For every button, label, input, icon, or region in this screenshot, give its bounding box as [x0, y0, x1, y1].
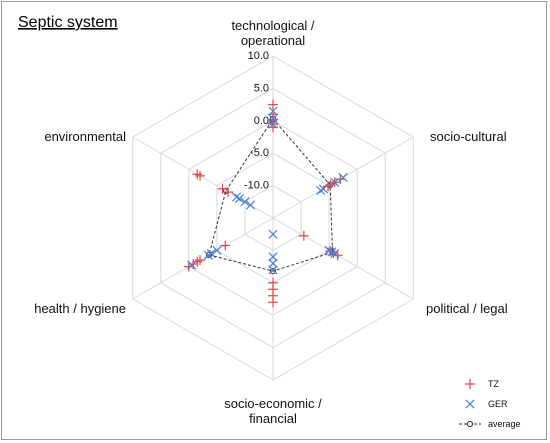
tick-labels: 10.0 5.0 0.0 -5.0 -10.0: [244, 50, 269, 192]
ger-point: [234, 193, 244, 204]
ger-point: [231, 192, 242, 202]
ger-point: [327, 247, 337, 257]
legend-label-TZ: TZ: [488, 379, 499, 389]
ger-point: [338, 172, 348, 183]
tz-point: [268, 99, 278, 110]
tick-label: 10.0: [248, 50, 269, 62]
tz-point: [298, 230, 309, 241]
axis-label-line: environmental: [44, 129, 126, 144]
tz-point: [192, 169, 203, 180]
ger-point: [330, 177, 340, 187]
axis-label-1: socio-cultural: [430, 129, 507, 144]
legend-ger-marker: [465, 399, 475, 409]
axis-label-line: financial: [249, 411, 297, 426]
axis-label-5: environmental: [44, 129, 126, 144]
ger-point: [268, 265, 278, 275]
tz-point: [195, 255, 206, 266]
tick-label: 5.0: [254, 82, 269, 94]
ger-point: [203, 250, 214, 260]
spoke-4: [132, 217, 274, 300]
legend-label-GER: GER: [488, 399, 508, 409]
ger-point: [268, 252, 278, 262]
tick-label: 0.0: [254, 115, 269, 127]
axis-label-line: health / hygiene: [34, 301, 126, 316]
tz-point: [223, 187, 234, 198]
ger-point: [206, 249, 216, 259]
ger-point: [324, 245, 334, 256]
tz-point: [195, 170, 206, 181]
grid: [132, 55, 414, 381]
tz-point: [183, 261, 194, 272]
axis-label-line: political / legal: [426, 301, 508, 316]
axis-label-3: socio-economic / financial: [224, 396, 322, 426]
tz-point: [220, 240, 231, 251]
chart-title: Septic system: [18, 14, 118, 31]
axis-label-line: socio-economic /: [224, 396, 322, 411]
axis-label-0: technological / operational: [231, 18, 314, 48]
ger-point: [330, 249, 340, 259]
ger-point: [316, 185, 326, 196]
axis-label-line: technological /: [231, 18, 314, 33]
legend: TZ GER average: [459, 379, 521, 429]
axis-label-2: political / legal: [426, 301, 508, 316]
average-point: [269, 268, 277, 275]
axis-label-line: socio-cultural: [430, 129, 507, 144]
spoke-2: [272, 217, 414, 300]
ger-point: [212, 245, 222, 256]
axis-label-4: health / hygiene: [34, 301, 126, 316]
ger-point: [268, 106, 278, 116]
tz-point: [335, 174, 346, 185]
ger-point: [240, 197, 250, 207]
legend-average-marker: [466, 420, 474, 428]
axis-labels: technological / operational socio-cultural…: [34, 18, 508, 426]
ger-point: [268, 258, 278, 268]
ger-point: [187, 260, 197, 270]
data-marks: [183, 99, 348, 308]
tz-point: [268, 277, 278, 288]
tick-label: -5.0: [250, 147, 269, 159]
ger-point: [268, 119, 278, 129]
axis-label-line: operational: [241, 33, 305, 48]
tick-label: -10.0: [244, 180, 269, 192]
legend-tz-marker: [465, 379, 475, 389]
ger-point: [318, 184, 329, 194]
average-point: [205, 251, 213, 258]
legend-label-average: average: [488, 419, 521, 429]
ger-point: [245, 200, 256, 210]
ger-point: [268, 229, 278, 239]
tz-point: [217, 183, 228, 194]
